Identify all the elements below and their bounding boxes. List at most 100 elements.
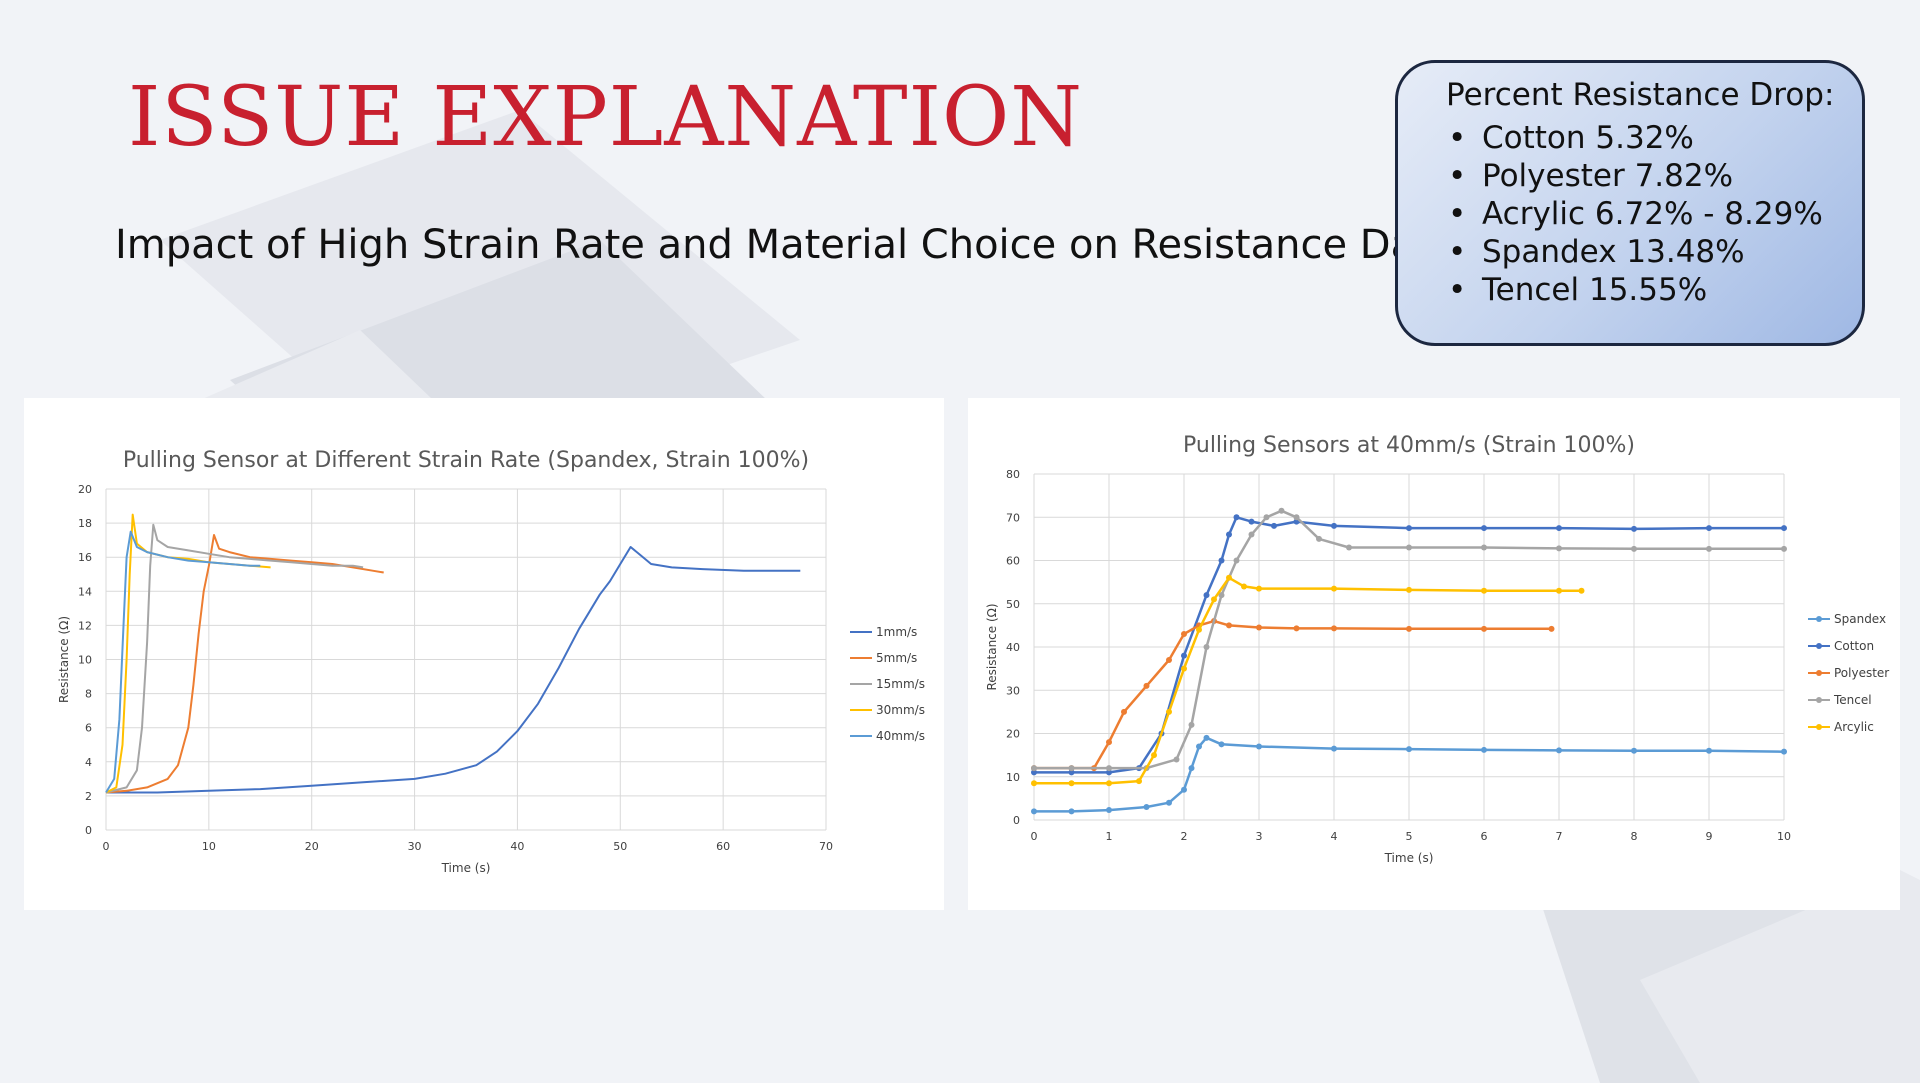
list-item-text: Polyester 7.82%	[1482, 158, 1734, 194]
data-point	[1481, 544, 1487, 551]
x-tick-label: 10	[202, 840, 216, 853]
data-point	[1226, 574, 1232, 581]
data-point	[1173, 756, 1180, 763]
data-point	[1068, 780, 1075, 787]
y-axis-title: Resistance (Ω)	[985, 603, 999, 690]
chart-title: Pulling Sensors at 40mm/s (Strain 100%)	[1183, 433, 1635, 458]
x-tick-label: 20	[305, 840, 319, 853]
data-point	[1556, 747, 1562, 754]
data-point	[1196, 626, 1202, 633]
data-point	[1331, 522, 1337, 529]
x-tick-label: 2	[1181, 830, 1188, 843]
data-point	[1271, 522, 1277, 529]
y-tick-label: 18	[78, 517, 92, 530]
resistance-drop-list: • Cotton 5.32% • Polyester 7.82% • Acrylic …	[1446, 119, 1862, 309]
data-point	[1256, 585, 1262, 592]
x-axis-title: Time (s)	[1384, 851, 1434, 865]
data-point	[1256, 743, 1262, 750]
data-point	[1556, 525, 1562, 532]
legend-marker	[1816, 670, 1822, 676]
series-line-spandex	[1034, 736, 1785, 813]
data-point	[1781, 525, 1787, 532]
data-point	[1781, 748, 1787, 755]
y-tick-label: 0	[1013, 814, 1020, 827]
data-point	[1578, 587, 1585, 594]
chart-title: Pulling Sensor at Different Strain Rate …	[123, 448, 809, 473]
data-point	[1241, 583, 1247, 590]
data-point	[1331, 625, 1337, 632]
data-point	[1481, 746, 1487, 753]
data-point	[1188, 721, 1195, 728]
resistance-drop-box: Percent Resistance Drop: • Cotton 5.32% •…	[1395, 60, 1865, 346]
list-item: • Spandex 13.48%	[1446, 233, 1862, 271]
series-line-arcylic	[1034, 576, 1582, 785]
data-point	[1556, 545, 1562, 552]
data-point	[1406, 625, 1412, 632]
data-point	[1706, 525, 1712, 532]
data-point	[1256, 624, 1262, 631]
data-point	[1106, 769, 1112, 776]
data-point	[1248, 518, 1255, 525]
data-point	[1211, 596, 1217, 603]
data-point	[1106, 780, 1112, 787]
data-point	[1181, 786, 1187, 793]
data-point	[1203, 592, 1210, 599]
x-tick-label: 40	[510, 840, 524, 853]
data-point	[1406, 586, 1412, 593]
legend-label: 1mm/s	[876, 625, 917, 639]
data-point	[1031, 765, 1037, 772]
data-point	[1106, 765, 1112, 772]
y-tick-label: 6	[85, 722, 92, 735]
series-line-15mm-s	[105, 523, 364, 794]
data-point	[1203, 644, 1210, 650]
data-point	[1196, 743, 1202, 750]
data-point	[1203, 734, 1210, 741]
data-point	[1106, 739, 1112, 746]
legend-label: Arcylic	[1834, 720, 1874, 734]
y-tick-label: 30	[1006, 684, 1020, 697]
list-item: • Tencel 15.55%	[1446, 271, 1862, 309]
data-point	[1706, 747, 1712, 754]
data-point	[1263, 514, 1270, 521]
x-tick-label: 70	[819, 840, 833, 853]
x-tick-label: 6	[1481, 830, 1488, 843]
list-item-text: Acrylic 6.72% - 8.29%	[1482, 196, 1823, 232]
y-tick-label: 2	[85, 790, 92, 803]
y-tick-label: 10	[1006, 771, 1020, 784]
data-point	[1406, 525, 1412, 532]
legend-marker	[1816, 643, 1822, 649]
data-point	[1631, 525, 1637, 532]
legend-marker	[1816, 724, 1822, 730]
y-tick-label: 14	[78, 585, 92, 598]
legend-marker	[1816, 616, 1822, 622]
x-tick-label: 9	[1706, 830, 1713, 843]
slide-subtitle: Impact of High Strain Rate and Material …	[115, 222, 1469, 268]
bullet-icon: •	[1448, 196, 1467, 232]
data-point	[1218, 592, 1225, 599]
legend-label: 30mm/s	[876, 703, 925, 717]
y-tick-label: 0	[85, 824, 92, 837]
legend-label: 15mm/s	[876, 677, 925, 691]
x-tick-label: 7	[1556, 830, 1563, 843]
data-point	[1331, 745, 1337, 752]
x-tick-label: 0	[103, 840, 110, 853]
legend-label: Tencel	[1833, 693, 1872, 707]
legend-label: 5mm/s	[876, 651, 917, 665]
data-point	[1233, 514, 1240, 521]
y-tick-label: 20	[78, 483, 92, 496]
x-tick-label: 0	[1031, 830, 1038, 843]
data-point	[1121, 708, 1127, 715]
x-tick-label: 4	[1331, 830, 1338, 843]
series-line-5mm-s	[105, 534, 384, 794]
data-point	[1548, 625, 1555, 632]
list-item: • Cotton 5.32%	[1446, 119, 1862, 157]
y-tick-label: 60	[1006, 555, 1020, 568]
list-item-text: Tencel 15.55%	[1482, 272, 1708, 308]
data-point	[1166, 708, 1172, 715]
data-point	[1181, 652, 1187, 659]
legend-label: Cotton	[1834, 639, 1874, 653]
list-item: • Acrylic 6.72% - 8.29%	[1446, 195, 1862, 233]
bullet-icon: •	[1448, 120, 1467, 156]
legend-label: Polyester	[1834, 666, 1889, 680]
data-point	[1068, 769, 1075, 776]
